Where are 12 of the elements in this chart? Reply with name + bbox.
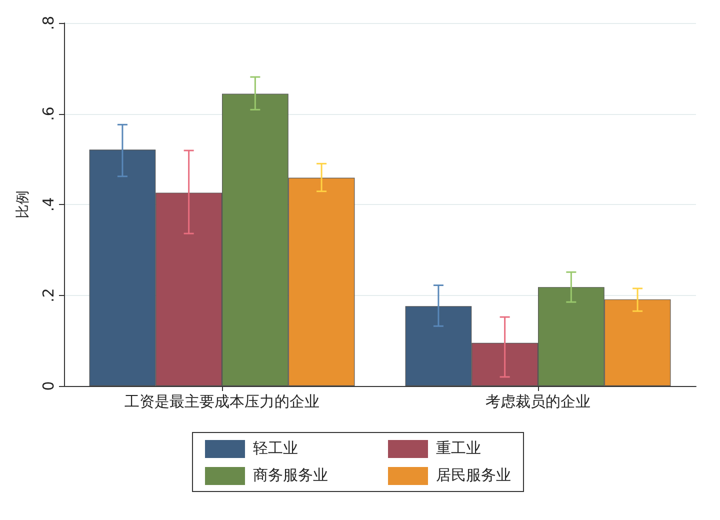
legend-label: 重工业 (436, 439, 481, 458)
y-tick-label: .4 (40, 197, 58, 212)
y-tick-label: .6 (40, 106, 58, 121)
y-tick-label: .2 (40, 288, 58, 302)
y-tick-label: 0 (40, 381, 58, 391)
legend-label: 居民服务业 (436, 466, 511, 485)
y-axis-title: 比例 (15, 190, 31, 218)
legend-label: 轻工业 (253, 439, 298, 458)
y-tick-label: .8 (40, 16, 58, 30)
x-tick-label: 工资是最主要成本压力的企业 (124, 392, 320, 410)
x-tick-label: 考虑裁员的企业 (486, 392, 590, 410)
legend-label: 商务服务业 (253, 466, 328, 485)
